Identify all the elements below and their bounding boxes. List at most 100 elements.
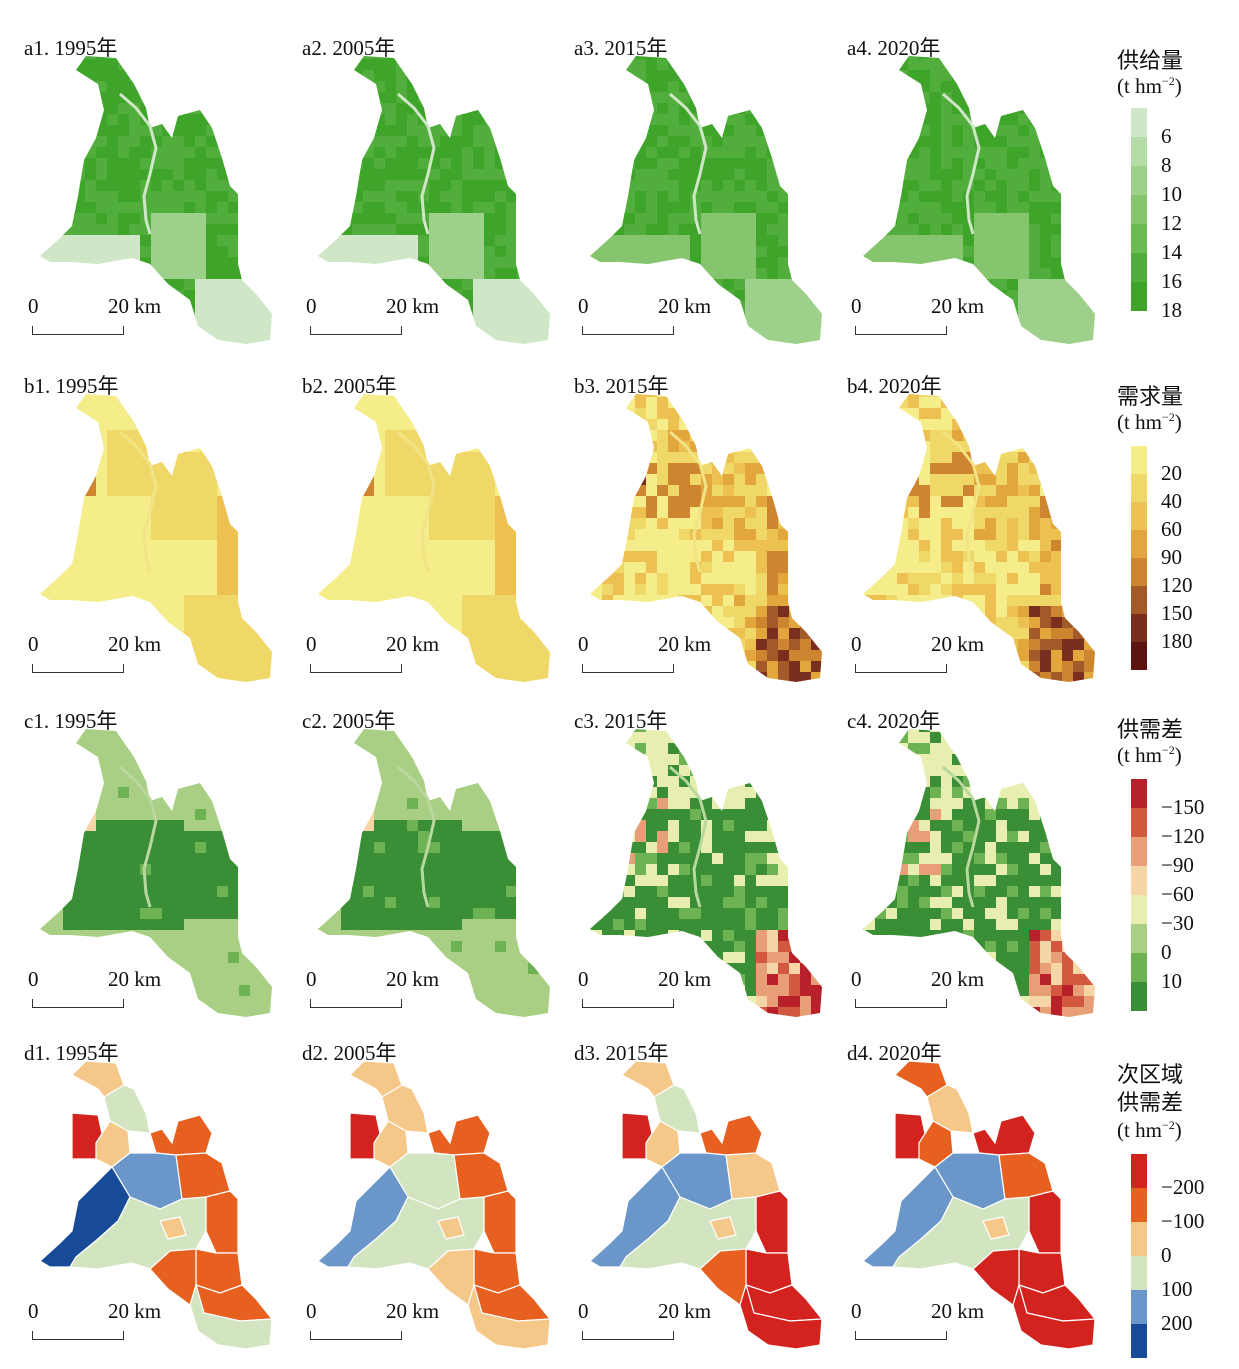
raster-cell <box>1040 394 1052 398</box>
raster-cell <box>822 48 834 60</box>
raster-cell <box>272 507 284 519</box>
raster-cell <box>52 202 64 214</box>
raster-cell <box>789 518 801 530</box>
raster-cell <box>407 92 419 104</box>
raster-cell <box>385 463 397 475</box>
raster-cell <box>591 279 603 291</box>
raster-cell <box>484 279 496 291</box>
raster-cell <box>74 507 86 519</box>
raster-cell <box>129 70 141 82</box>
raster-cell <box>173 394 185 398</box>
raster-cell <box>712 430 724 442</box>
raster-cell <box>462 312 474 324</box>
raster-cell <box>495 301 507 313</box>
raster-cell <box>1062 158 1074 170</box>
raster-cell <box>363 158 375 170</box>
raster-cell <box>396 672 408 682</box>
raster-cell <box>668 496 680 508</box>
raster-cell <box>473 595 485 607</box>
raster-cell <box>517 540 529 552</box>
raster-cell <box>668 474 680 486</box>
raster-cell <box>539 345 551 357</box>
raster-cell <box>318 562 320 574</box>
raster-cell <box>52 419 64 431</box>
raster-cell <box>822 312 834 324</box>
raster-cell <box>1084 92 1095 104</box>
raster-cell <box>239 606 251 618</box>
raster-cell <box>85 639 97 651</box>
raster-cell <box>863 540 865 552</box>
raster-cell <box>85 125 97 137</box>
raster-cell <box>107 683 119 695</box>
raster-cell <box>517 394 529 398</box>
raster-cell <box>822 180 834 192</box>
raster-cell <box>1040 147 1052 159</box>
raster-cell <box>352 257 364 269</box>
raster-cell <box>517 202 529 214</box>
raster-cell <box>462 257 474 269</box>
raster-cell <box>85 158 97 170</box>
raster-cell <box>822 114 834 126</box>
raster-cell <box>528 441 540 453</box>
raster-cell <box>919 334 931 344</box>
raster-cell <box>528 496 540 508</box>
raster-cell <box>173 191 185 203</box>
raster-cell <box>624 573 636 585</box>
raster-cell <box>1062 56 1074 60</box>
raster-cell <box>52 257 64 269</box>
scale-distance: 20 km <box>658 294 712 318</box>
raster-cell <box>701 408 713 420</box>
raster-cell <box>624 224 636 236</box>
raster-cell <box>451 474 463 486</box>
raster-cell <box>396 345 408 357</box>
raster-cell <box>723 81 735 93</box>
raster-cell <box>1040 419 1052 431</box>
raster-cell <box>590 408 592 420</box>
raster-cell <box>590 617 592 629</box>
raster-cell <box>930 397 942 409</box>
raster-cell <box>162 639 174 651</box>
raster-cell <box>613 92 625 104</box>
raster-cell <box>941 235 953 247</box>
raster-cell <box>52 92 64 104</box>
raster-cell <box>462 279 474 291</box>
raster-cell <box>539 650 550 662</box>
raster-cell <box>701 246 713 258</box>
raster-cell <box>330 213 342 225</box>
raster-cell <box>261 246 272 258</box>
raster-cell <box>657 551 669 563</box>
raster-cell <box>195 540 207 552</box>
raster-cell <box>657 606 669 618</box>
raster-cell <box>118 672 130 682</box>
raster-cell <box>418 158 430 170</box>
raster-cell <box>941 584 953 596</box>
raster-cell <box>908 507 920 519</box>
raster-cell <box>624 485 636 497</box>
raster-cell <box>1084 507 1095 519</box>
raster-cell <box>118 158 130 170</box>
raster-cell <box>1073 518 1085 530</box>
raster-cell <box>679 224 691 236</box>
raster-cell <box>1018 441 1030 453</box>
raster-cell <box>129 202 141 214</box>
raster-cell <box>462 463 474 475</box>
raster-cell <box>635 584 647 596</box>
raster-cell <box>206 606 218 618</box>
raster-cell <box>811 213 822 225</box>
raster-cell <box>919 496 931 508</box>
raster-cell <box>613 334 625 344</box>
raster-cell <box>1062 147 1074 159</box>
raster-cell <box>40 551 42 563</box>
raster-cell <box>591 301 603 313</box>
raster-cell <box>195 246 207 258</box>
raster-cell <box>723 345 735 357</box>
raster-cell <box>963 529 975 541</box>
raster-cell <box>495 158 507 170</box>
raster-cell <box>897 430 909 442</box>
map-panel-b4: b4. 2020年 0 20 km <box>845 370 1120 700</box>
raster-cell <box>701 672 713 682</box>
raster-cell <box>1040 279 1052 291</box>
raster-cell <box>778 419 790 431</box>
raster-cell <box>864 584 876 596</box>
raster-cell <box>363 628 375 640</box>
